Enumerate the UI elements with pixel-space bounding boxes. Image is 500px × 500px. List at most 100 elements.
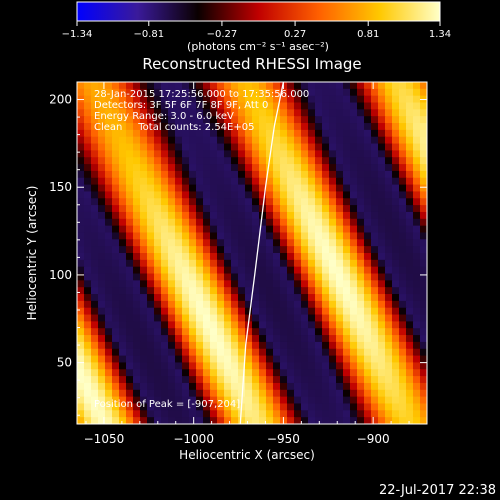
heatmap-cell <box>343 246 351 254</box>
heatmap-cell <box>77 376 85 384</box>
heatmap-cell <box>294 294 302 302</box>
heatmap-cell <box>350 294 358 302</box>
heatmap-cell <box>266 225 274 234</box>
heatmap-cell <box>315 314 323 322</box>
heatmap-cell <box>203 102 211 110</box>
heatmap-cell <box>273 417 281 424</box>
heatmap-cell <box>406 157 414 165</box>
heatmap-cell <box>350 328 358 336</box>
heatmap-cell <box>98 102 106 110</box>
heatmap-cell <box>133 266 141 275</box>
heatmap-cell <box>119 335 127 343</box>
heatmap-cell <box>203 198 211 206</box>
heatmap-cell <box>420 396 427 405</box>
heatmap-cell <box>217 403 225 411</box>
heatmap-cell <box>133 300 141 309</box>
heatmap-cell <box>350 211 358 220</box>
heatmap-cell <box>385 95 393 104</box>
heatmap-cell <box>266 403 274 411</box>
heatmap-cell <box>322 280 330 288</box>
heatmap-cell <box>294 328 302 336</box>
heatmap-cell <box>385 300 393 309</box>
heatmap-cell <box>259 116 267 124</box>
heatmap-cell <box>301 294 309 302</box>
heatmap-cell <box>392 396 400 405</box>
annotation-clean-counts: Clean Total counts: 2.54E+05 <box>94 122 254 133</box>
heatmap-cell <box>119 328 127 336</box>
heatmap-cell <box>350 95 358 104</box>
heatmap-cell <box>294 307 302 316</box>
heatmap-cell <box>140 307 148 316</box>
heatmap-cell <box>196 341 204 350</box>
heatmap-cell <box>287 253 295 261</box>
heatmap-cell <box>294 348 302 357</box>
heatmap-cell <box>385 218 393 227</box>
heatmap-cell <box>259 218 267 227</box>
heatmap-cell <box>147 294 155 302</box>
heatmap-cell <box>196 410 204 418</box>
heatmap-cell <box>84 211 92 220</box>
heatmap-cell <box>273 102 281 110</box>
heatmap-cell <box>119 294 127 302</box>
heatmap-cell <box>315 191 323 199</box>
heatmap-cell <box>224 396 232 405</box>
heatmap-cell <box>336 116 344 124</box>
heatmap-cell <box>84 300 92 309</box>
heatmap-cell <box>245 410 253 418</box>
heatmap-cell <box>140 287 148 295</box>
heatmap-cell <box>392 123 400 131</box>
heatmap-cell <box>126 362 134 370</box>
heatmap-cell <box>420 136 427 145</box>
heatmap-cell <box>203 300 211 309</box>
heatmap-cell <box>322 355 330 364</box>
heatmap-cell <box>406 143 414 151</box>
heatmap-cell <box>231 348 239 357</box>
heatmap-cell <box>182 150 190 158</box>
heatmap-cell <box>133 136 141 145</box>
heatmap-cell <box>364 170 372 179</box>
heatmap-cell <box>175 410 183 418</box>
heatmap-cell <box>413 307 421 316</box>
heatmap-cell <box>98 184 106 193</box>
heatmap-cell <box>231 287 239 295</box>
heatmap-cell <box>189 164 197 172</box>
heatmap-cell <box>140 253 148 261</box>
heatmap-cell <box>182 382 190 391</box>
heatmap-cell <box>294 273 302 281</box>
heatmap-cell <box>259 335 267 343</box>
heatmap-cell <box>301 123 309 131</box>
heatmap-cell <box>210 157 218 165</box>
heatmap-cell <box>350 123 358 131</box>
heatmap-cell <box>98 266 106 275</box>
heatmap-cell <box>308 177 316 186</box>
heatmap-cell <box>140 396 148 405</box>
heatmap-cell <box>126 164 134 172</box>
heatmap-cell <box>238 150 246 158</box>
heatmap-cell <box>350 410 358 418</box>
heatmap-cell <box>168 287 176 295</box>
heatmap-cell <box>406 369 414 377</box>
heatmap-cell <box>84 273 92 281</box>
heatmap-cell <box>147 239 155 247</box>
heatmap-cell <box>301 191 309 199</box>
heatmap-cell <box>378 177 386 186</box>
heatmap-cell <box>273 150 281 158</box>
heatmap-cell <box>84 314 92 322</box>
heatmap-cell <box>189 102 197 110</box>
heatmap-cell <box>378 164 386 172</box>
heatmap-cell <box>385 355 393 364</box>
heatmap-cell <box>287 369 295 377</box>
heatmap-cell <box>182 225 190 234</box>
heatmap-cell <box>329 136 337 145</box>
heatmap-cell <box>182 211 190 220</box>
heatmap-cell <box>77 300 85 309</box>
heatmap-cell <box>91 82 99 90</box>
heatmap-cell <box>105 170 113 179</box>
heatmap-cell <box>301 253 309 261</box>
heatmap-cell <box>203 369 211 377</box>
heatmap-cell <box>280 225 288 234</box>
heatmap-cell <box>399 417 407 424</box>
heatmap-cell <box>399 369 407 377</box>
